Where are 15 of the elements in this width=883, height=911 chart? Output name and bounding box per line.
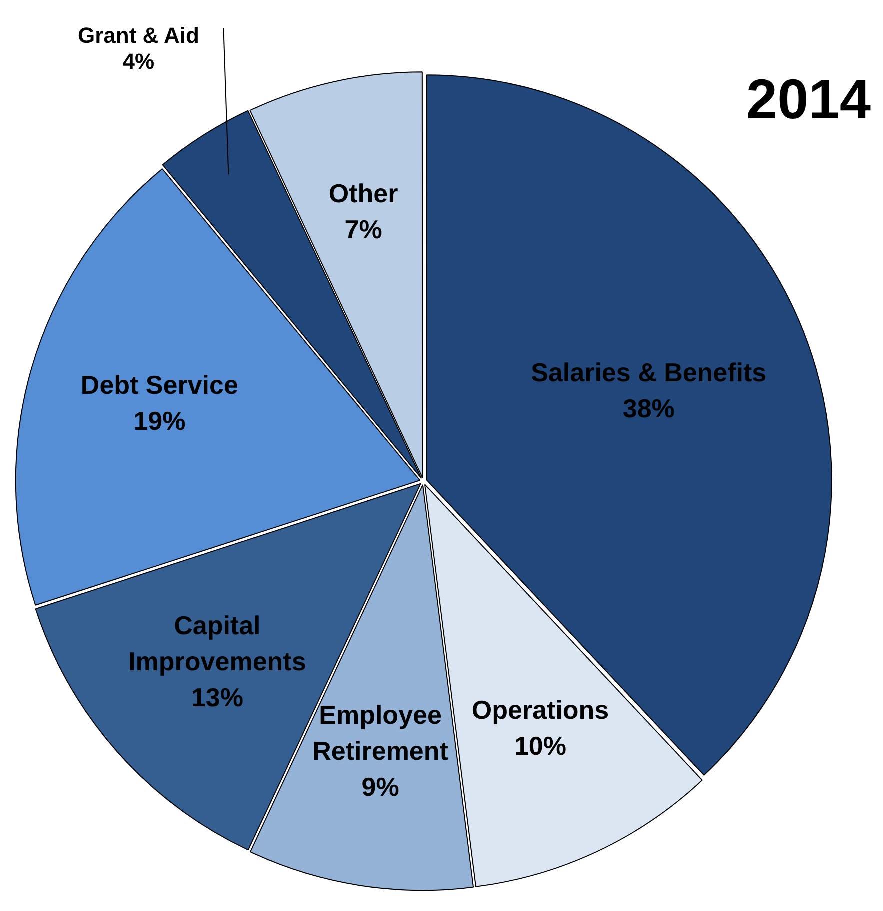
slice-label: Grant & Aid	[78, 23, 200, 48]
data-label: 38%	[622, 393, 675, 424]
data-label: 4%	[122, 49, 155, 74]
data-label: 13%	[191, 682, 244, 712]
slice-label: Debt Service	[80, 370, 238, 400]
data-label: 19%	[134, 406, 186, 436]
data-label: 10%	[514, 731, 566, 762]
slice-label: Operations	[472, 695, 610, 726]
text: 2014	[746, 67, 871, 130]
slice-label: Employee Retirement	[312, 700, 449, 766]
slice-label: Salaries & Benefits	[531, 357, 767, 388]
data-label: 7%	[344, 214, 382, 245]
data-label: 9%	[362, 772, 400, 802]
slice-label: Other	[328, 178, 398, 209]
slice-label: Capital Improvements	[128, 610, 306, 676]
